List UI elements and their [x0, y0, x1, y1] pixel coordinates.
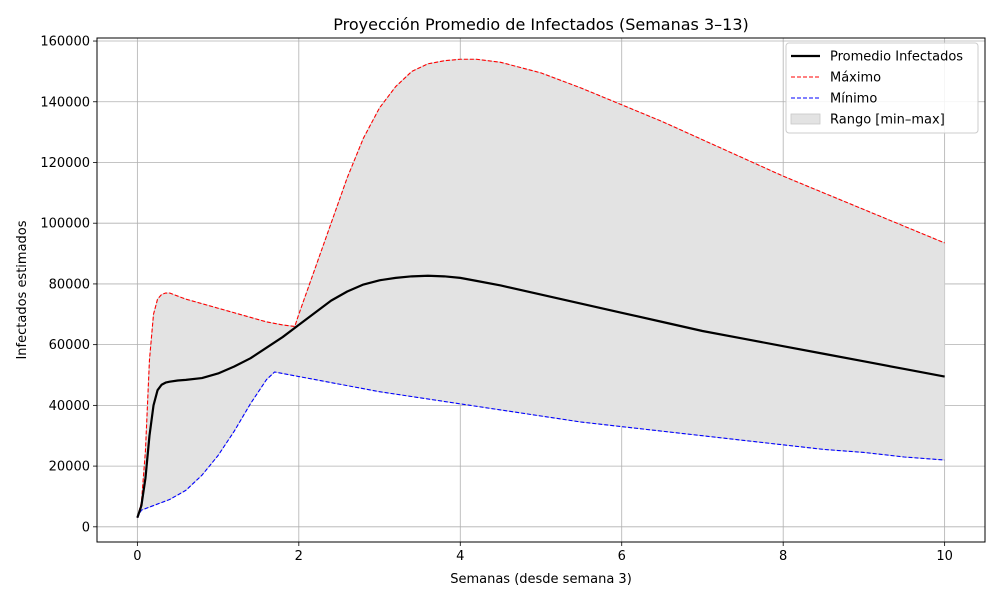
y-tick-label: 160000 [40, 35, 90, 50]
series-line-promedio-infectados [136, 274, 945, 519]
x-tick-label: 2 [295, 549, 303, 564]
x-axis-label: Semanas (desde semana 3) [450, 572, 632, 587]
legend-label: Máximo [830, 71, 881, 86]
x-tick-label: 6 [618, 549, 626, 564]
y-tick-label: 40000 [49, 399, 90, 414]
y-tick-label: 100000 [40, 217, 90, 232]
y-tick-label: 20000 [49, 460, 90, 475]
plot-frame [96, 37, 986, 543]
series-line-maximo [136, 58, 945, 518]
y-axis-label: Infectados estimados [15, 220, 30, 359]
chart-title: Proyección Promedio de Infectados (Seman… [333, 15, 748, 34]
y-tick-label: 80000 [49, 277, 90, 292]
legend: Promedio Infectados Máximo Mínimo Rango [mi… [785, 42, 979, 134]
legend-swatch [790, 113, 821, 125]
legend-box [785, 42, 979, 134]
x-tick-label: 0 [133, 549, 141, 564]
x-tick-label: 10 [936, 549, 953, 564]
x-tick-label: 8 [779, 549, 787, 564]
y-tick-label: 0 [82, 520, 90, 535]
axis-ticks: 0 2 4 6 8 10 0 20000 40000 60000 80000 100000 120000… [40, 35, 953, 564]
legend-label: Promedio Infectados [830, 50, 963, 65]
legend-label: Rango [min–max] [830, 113, 945, 128]
series-line-minimo [136, 371, 945, 518]
y-tick-label: 140000 [40, 95, 90, 110]
y-tick-label: 120000 [40, 156, 90, 171]
legend-label: Mínimo [830, 92, 877, 107]
series-lines [136, 58, 945, 519]
x-tick-label: 4 [456, 549, 464, 564]
y-tick-label: 60000 [49, 338, 90, 353]
